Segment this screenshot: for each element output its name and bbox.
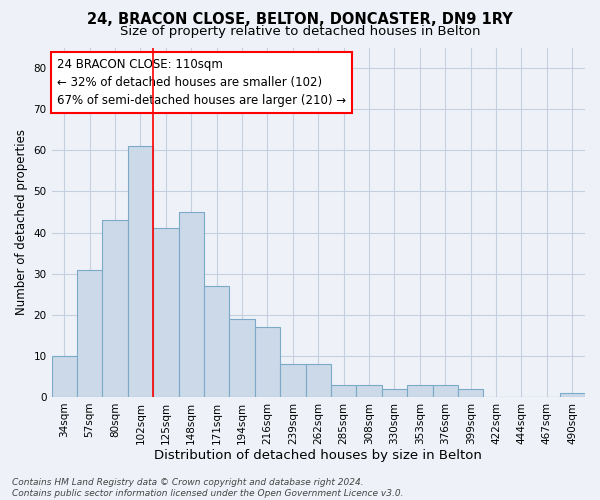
Bar	[229, 319, 255, 397]
Bar	[407, 384, 433, 397]
Bar	[77, 270, 103, 397]
Text: Size of property relative to detached houses in Belton: Size of property relative to detached ho…	[120, 25, 480, 38]
Bar	[153, 228, 179, 397]
Bar	[458, 388, 484, 397]
Text: 24, BRACON CLOSE, BELTON, DONCASTER, DN9 1RY: 24, BRACON CLOSE, BELTON, DONCASTER, DN9…	[87, 12, 513, 28]
Bar	[305, 364, 331, 397]
Text: Contains HM Land Registry data © Crown copyright and database right 2024.
Contai: Contains HM Land Registry data © Crown c…	[12, 478, 404, 498]
Bar	[280, 364, 305, 397]
Bar	[52, 356, 77, 397]
Bar	[560, 393, 585, 397]
Bar	[433, 384, 458, 397]
Bar	[255, 327, 280, 397]
Bar	[128, 146, 153, 397]
Bar	[204, 286, 229, 397]
Bar	[356, 384, 382, 397]
Bar	[103, 220, 128, 397]
Y-axis label: Number of detached properties: Number of detached properties	[15, 129, 28, 315]
X-axis label: Distribution of detached houses by size in Belton: Distribution of detached houses by size …	[154, 450, 482, 462]
Bar	[179, 212, 204, 397]
Bar	[331, 384, 356, 397]
Text: 24 BRACON CLOSE: 110sqm
← 32% of detached houses are smaller (102)
67% of semi-d: 24 BRACON CLOSE: 110sqm ← 32% of detache…	[57, 58, 346, 107]
Bar	[382, 388, 407, 397]
